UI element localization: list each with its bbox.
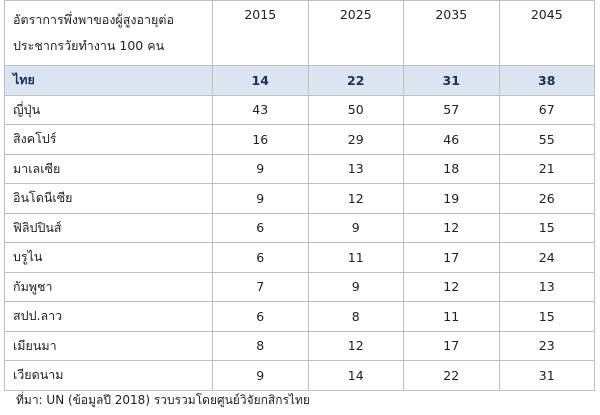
table-row: มาเลเซีย 9 13 18 21: [4, 153, 595, 184]
value-cell-2045: 24: [498, 242, 595, 273]
dependency-ratio-table: อัตราการพึ่งพาของผู้สูงอายุต่อ ประชากรวั…: [4, 0, 595, 391]
table-row: ฟิลิปปินส์ 6 9 12 15: [4, 212, 595, 243]
value-cell-2035: 19: [403, 183, 500, 214]
country-name-cell: อินโดนีเซีย: [4, 183, 213, 214]
value-cell-2015: 16: [212, 124, 309, 155]
table-row: เมียนมา 8 12 17 23: [4, 330, 595, 361]
header-label-line1: อัตราการพึ่งพาของผู้สูงอายุต่อ: [13, 12, 174, 27]
value-cell-2025: 8: [307, 301, 404, 332]
value-cell-2035: 46: [403, 124, 500, 155]
table-row: ญี่ปุ่น 43 50 57 67: [4, 94, 595, 125]
table-row: ไทย 14 22 31 38: [4, 65, 595, 96]
header-label-cell: อัตราการพึ่งพาของผู้สูงอายุต่อ ประชากรวั…: [4, 0, 213, 66]
value-cell-2025: 29: [307, 124, 404, 155]
table-row: อินโดนีเซีย 9 12 19 26: [4, 183, 595, 214]
header-label-line2: ประชากรวัยทำงาน 100 คน: [13, 38, 165, 53]
country-name-cell: มาเลเซีย: [4, 153, 213, 184]
value-cell-2025: 13: [307, 153, 404, 184]
value-cell-2025: 12: [307, 183, 404, 214]
value-cell-2015: 6: [212, 212, 309, 243]
value-cell-2035: 12: [403, 271, 500, 302]
country-name-cell: ญี่ปุ่น: [4, 94, 213, 125]
value-cell-2045: 23: [498, 330, 595, 361]
value-cell-2045: 26: [498, 183, 595, 214]
country-name-cell: บรูไน: [4, 242, 213, 273]
country-name-cell: สิงคโปร์: [4, 124, 213, 155]
country-name-cell: เมียนมา: [4, 330, 213, 361]
value-cell-2035: 11: [403, 301, 500, 332]
value-cell-2035: 22: [403, 360, 500, 391]
value-cell-2025: 9: [307, 212, 404, 243]
header-year-2015: 2015: [212, 0, 309, 66]
value-cell-2045: 67: [498, 94, 595, 125]
value-cell-2045: 13: [498, 271, 595, 302]
value-cell-2035: 12: [403, 212, 500, 243]
value-cell-2025: 9: [307, 271, 404, 302]
country-name-cell: ฟิลิปปินส์: [4, 212, 213, 243]
value-cell-2045: 55: [498, 124, 595, 155]
value-cell-2045: 21: [498, 153, 595, 184]
value-cell-2035: 57: [403, 94, 500, 125]
value-cell-2015: 43: [212, 94, 309, 125]
source-note: ที่มา: UN (ข้อมูลปี 2018) รวบรวมโดยศูนย์…: [16, 393, 310, 407]
value-cell-2015: 7: [212, 271, 309, 302]
value-cell-2015: 9: [212, 360, 309, 391]
value-cell-2015: 9: [212, 153, 309, 184]
value-cell-2035: 18: [403, 153, 500, 184]
value-cell-2015: 9: [212, 183, 309, 214]
table-row: กัมพูชา 7 9 12 13: [4, 271, 595, 302]
value-cell-2025: 11: [307, 242, 404, 273]
header-year-2035: 2035: [403, 0, 500, 66]
table-row: สิงคโปร์ 16 29 46 55: [4, 124, 595, 155]
value-cell-2035: 17: [403, 242, 500, 273]
table-row: บรูไน 6 11 17 24: [4, 242, 595, 273]
value-cell-2045: 15: [498, 301, 595, 332]
value-cell-2045: 31: [498, 360, 595, 391]
table-row: สปป.ลาว 6 8 11 15: [4, 301, 595, 332]
value-cell-2045: 38: [498, 65, 595, 96]
value-cell-2045: 15: [498, 212, 595, 243]
table-row: เวียดนาม 9 14 22 31: [4, 360, 595, 391]
country-name-cell: สปป.ลาว: [4, 301, 213, 332]
value-cell-2015: 6: [212, 242, 309, 273]
value-cell-2035: 31: [403, 65, 500, 96]
value-cell-2015: 6: [212, 301, 309, 332]
value-cell-2025: 14: [307, 360, 404, 391]
country-name-cell: ไทย: [4, 65, 213, 96]
header-year-2025: 2025: [307, 0, 404, 66]
country-name-cell: เวียดนาม: [4, 360, 213, 391]
value-cell-2025: 22: [307, 65, 404, 96]
table-header-row: อัตราการพึ่งพาของผู้สูงอายุต่อ ประชากรวั…: [4, 0, 595, 66]
value-cell-2015: 14: [212, 65, 309, 96]
value-cell-2025: 50: [307, 94, 404, 125]
value-cell-2035: 17: [403, 330, 500, 361]
value-cell-2015: 8: [212, 330, 309, 361]
country-name-cell: กัมพูชา: [4, 271, 213, 302]
header-year-2045: 2045: [498, 0, 595, 66]
value-cell-2025: 12: [307, 330, 404, 361]
